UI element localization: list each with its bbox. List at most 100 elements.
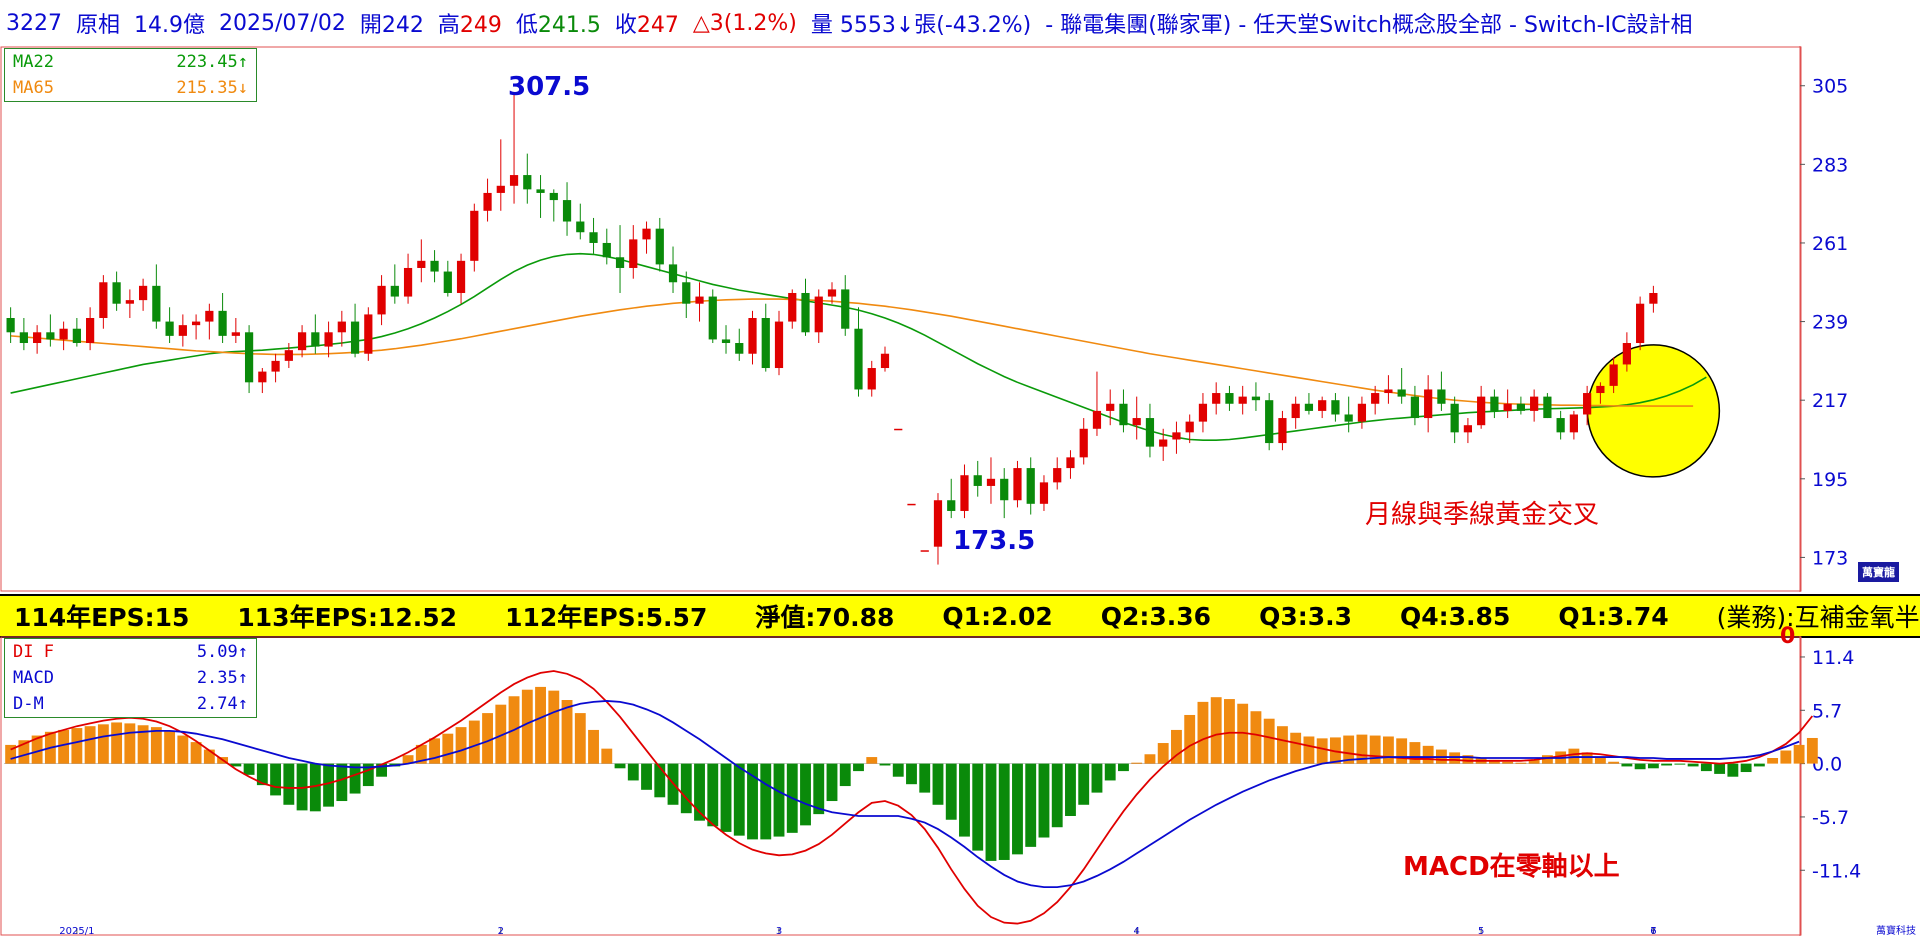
osc-bar-128 (1700, 763, 1712, 772)
osc-bar-33 (442, 733, 454, 764)
candle-body-2 (33, 332, 42, 344)
candle-body-101 (1344, 414, 1353, 422)
osc-bar-129 (1714, 763, 1726, 774)
osc-bar-56 (747, 763, 758, 840)
candle-body-15 (205, 310, 214, 322)
osc-bar-27 (362, 763, 374, 787)
macd-tick-label-2: 0.0 (1812, 754, 1842, 776)
candle-body-103 (1371, 393, 1380, 404)
osc-bar-130 (1727, 763, 1739, 777)
osc-bar-126 (1674, 763, 1686, 765)
osc-bar-19 (256, 763, 268, 786)
osc-bar-110 (1462, 755, 1474, 764)
osc-bar-55 (733, 763, 745, 836)
candle-body-80 (1066, 457, 1075, 469)
candle-body-40 (536, 189, 545, 193)
candle-body-25 (337, 321, 346, 333)
candle-body-122 (1622, 343, 1631, 365)
candle-body-39 (523, 175, 532, 190)
net-value: 淨值:70.88 (755, 603, 895, 632)
osc-bar-61 (813, 763, 825, 815)
osc-bar-60 (800, 763, 811, 826)
osc-bar-89 (1184, 714, 1196, 764)
candle-body-47 (629, 239, 638, 268)
candle-body-1 (19, 332, 28, 344)
osc-bar-42 (561, 700, 573, 764)
low-marker-label: 173.5 (953, 526, 1036, 556)
osc-bar-53 (707, 763, 719, 827)
candle-body-30 (403, 267, 413, 297)
candle-body-81 (1079, 428, 1088, 458)
osc-bar-98 (1303, 736, 1315, 764)
dif-legend-item: DI F 5.09↑ (13, 639, 248, 665)
candle-body-74 (986, 478, 996, 486)
candle-body-76 (1013, 468, 1022, 501)
osc-bar-63 (839, 763, 851, 787)
osc-bar-99 (1316, 738, 1328, 764)
candle-body-19 (258, 371, 267, 383)
osc-bar-28 (376, 763, 387, 777)
osc-bar-57 (760, 763, 772, 840)
candle-body-55 (735, 343, 744, 354)
candle-body-5 (72, 328, 81, 344)
candle-body-66 (880, 353, 890, 369)
candle-body-38 (509, 175, 519, 186)
stock-name: 原相 (76, 13, 121, 38)
candle-body-35 (470, 210, 479, 261)
candle-body-33 (443, 271, 452, 293)
price-tick-label-4: 217 (1812, 390, 1848, 412)
osc-bar-11 (150, 727, 162, 764)
candle-body-64 (854, 328, 863, 390)
macd-plot-frame (0, 636, 1802, 936)
osc-bar-93 (1237, 703, 1249, 764)
candle-body-105 (1397, 389, 1406, 397)
candle-body-28 (377, 285, 386, 315)
macd-tick-label-1: 5.7 (1812, 700, 1842, 722)
osc-bar-81 (1078, 763, 1090, 805)
candle-body-112 (1490, 396, 1499, 411)
candle-body-94 (1251, 396, 1261, 401)
candle-body-97 (1291, 403, 1300, 419)
osc-bar-78 (1038, 763, 1050, 838)
osc-bar-136 (1806, 737, 1818, 764)
candle-body-48 (642, 228, 651, 240)
brand-small: 萬寶科技 (1876, 926, 1916, 937)
candle-body-51 (682, 282, 691, 304)
candle-body-60 (801, 292, 810, 333)
osc-bar-118 (1568, 748, 1580, 764)
candle-body-26 (350, 321, 360, 354)
osc-bar-135 (1793, 744, 1805, 764)
dm-label: D-M (13, 694, 44, 714)
osc-bar-13 (177, 735, 189, 764)
osc-bar-69 (919, 763, 931, 793)
osc-bar-82 (1091, 763, 1103, 793)
osc-bar-100 (1329, 737, 1341, 764)
price-tick-label-0: 305 (1812, 76, 1848, 98)
candle-body-49 (655, 228, 664, 265)
osc-bar-21 (283, 763, 295, 805)
candle-body-89 (1185, 421, 1194, 433)
candle-body-92 (1225, 393, 1234, 404)
osc-bar-122 (1621, 763, 1633, 767)
osc-bar-109 (1449, 752, 1461, 764)
osc-bar-87 (1157, 743, 1169, 764)
candle-body-52 (695, 296, 704, 304)
candle-body-100 (1331, 400, 1340, 415)
osc-bar-14 (190, 742, 202, 764)
quote-date: 2025/07/02 (219, 10, 346, 36)
osc-bar-1 (18, 740, 30, 764)
x-tick-label-6: 7 (1650, 926, 1656, 937)
price-tick-label-2: 261 (1812, 233, 1848, 255)
osc-bar-94 (1250, 711, 1262, 764)
candle-body-91 (1212, 393, 1221, 404)
candle-body-83 (1106, 403, 1115, 411)
macd-tick-label-4: -11.4 (1812, 860, 1861, 882)
osc-bar-74 (985, 763, 997, 861)
osc-bar-85 (1131, 762, 1143, 764)
candle-body-68 (907, 503, 916, 506)
candle-body-90 (1198, 403, 1208, 422)
osc-bar-15 (203, 749, 215, 764)
candle-body-67 (894, 428, 903, 431)
osc-bar-67 (892, 763, 904, 777)
